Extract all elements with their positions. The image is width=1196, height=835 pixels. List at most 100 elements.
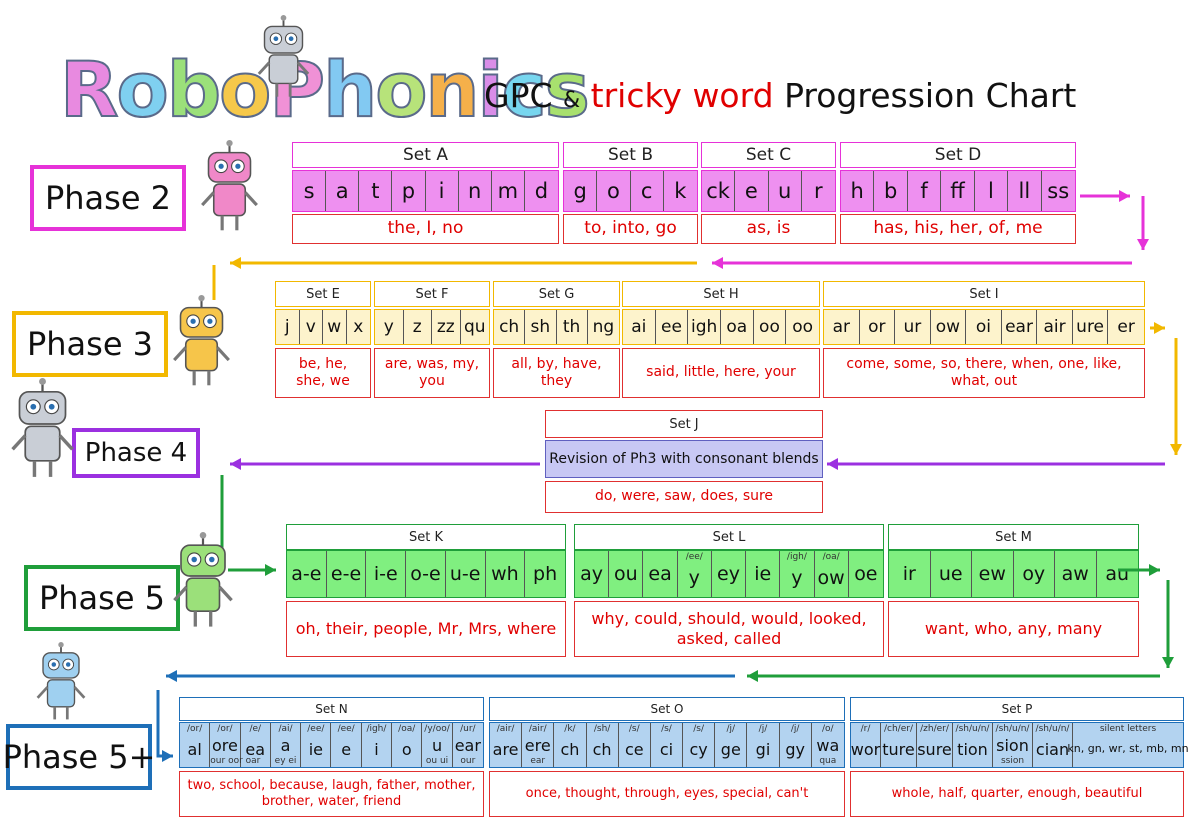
phase3-tricky-words: all, by, have, they [493, 348, 620, 398]
grapheme-sound: /sh/ [593, 724, 611, 734]
phase3-tricky-words: be, he, she, we [275, 348, 371, 398]
phase2-set-header: Set B [563, 142, 698, 168]
grapheme-letters: i [374, 739, 379, 759]
grapheme-letters: ar [832, 317, 850, 337]
grapheme-letters: ie [754, 563, 772, 585]
phase3-grapheme: v [300, 310, 323, 344]
grapheme-letters: r [814, 179, 823, 203]
phase2-grapheme: n [459, 171, 492, 211]
grapheme-letters: ea [648, 563, 672, 585]
grapheme-sound: /igh/ [786, 552, 807, 562]
phase-label-2: Phase 3 [12, 311, 168, 377]
grapheme-letters: ph [533, 563, 558, 585]
silent-letters-list: kn, gn, wr, st, mb, mn [1067, 742, 1189, 756]
grapheme-sound: /sh/u/n/ [955, 724, 990, 734]
robot-green [173, 532, 233, 627]
phase2-tricky-words: as, is [701, 214, 836, 244]
phase3-grapheme: oo [754, 310, 787, 344]
grapheme-letters: sion [996, 735, 1029, 755]
phase3-grapheme-row: ch sh th ng [493, 309, 620, 345]
grapheme-sound: /s/ [661, 724, 672, 734]
phase2-grapheme: ll [1008, 171, 1042, 211]
logo-letter: R [59, 44, 119, 135]
grapheme-letters: air [1043, 317, 1066, 337]
phase3-tricky-words: are, was, my, you [374, 348, 490, 398]
phase5plus-grapheme: /ur/ear our [453, 723, 483, 767]
phase5-grapheme: /igh/y [780, 551, 815, 597]
phase5-tricky-words: oh, their, people, Mr, Mrs, where [286, 601, 566, 657]
phase3-arrow-right-head [1154, 322, 1165, 334]
grapheme-letters: are [492, 739, 519, 759]
grapheme-sound: /ur/ [460, 724, 476, 734]
phase2-grapheme: m [492, 171, 525, 211]
phase5-arrow-left-head [747, 670, 758, 682]
phase2-grapheme: t [359, 171, 393, 211]
phase5plus-set-header: Set N [179, 697, 484, 721]
phase3-set-header: Set G [493, 281, 620, 307]
phase2-set-header: Set D [840, 142, 1076, 168]
phase5plus-grapheme: /zh/er/sure [917, 723, 953, 767]
grapheme-letters: o [606, 179, 620, 203]
phase3-grapheme: j [276, 310, 300, 344]
phase2-grapheme: d [525, 171, 558, 211]
phase5-grapheme: ew [972, 551, 1014, 597]
phase5-tricky-words: want, who, any, many [888, 601, 1139, 657]
grapheme-letters: y [688, 567, 700, 589]
phase5plus-grapheme: /ai/a ey ei [271, 723, 302, 767]
grapheme-sound: /ee/ [337, 724, 355, 734]
phase3-grapheme: ur [895, 310, 931, 344]
grapheme-letters: wor [850, 739, 881, 759]
grapheme-letters: ci [659, 739, 674, 759]
grapheme-letters: oe [854, 563, 878, 585]
phase2-grapheme: h [841, 171, 875, 211]
grapheme-sound: silent letters [1099, 724, 1157, 734]
grapheme-letters: v [305, 317, 316, 337]
phase4-revision-box: Revision of Ph3 with consonant blends [545, 440, 823, 478]
phase5plus-grapheme: /sh/u/n/cian [1033, 723, 1073, 767]
grapheme-sound: /s/ [693, 724, 704, 734]
phase5plus-grapheme: /air/are [490, 723, 523, 767]
phase5plus-arrow-left-head [166, 670, 177, 682]
logo-letter: i [477, 44, 505, 135]
grapheme-sound: /j/ [726, 724, 736, 734]
title-gpc: GPC [484, 76, 553, 115]
grapheme-letters: cian [1035, 739, 1070, 759]
phase5plus-set-header: Set P [850, 697, 1184, 721]
grapheme-letters: a [280, 735, 291, 755]
grapheme-letters: ture [882, 739, 915, 759]
phase3-arrow-down-right-head [1170, 444, 1182, 455]
grapheme-sound: /ch/er/ [884, 724, 913, 734]
phase5plus-grapheme: /air/ere ear [522, 723, 555, 767]
grapheme-letters: y [791, 567, 803, 589]
grapheme-letters: m [497, 179, 519, 203]
grapheme-letters: wa [816, 735, 840, 755]
grapheme-sound: /j/ [790, 724, 800, 734]
robot-yellow [173, 295, 230, 386]
phase5plus-grapheme: /k/ch [554, 723, 587, 767]
grapheme-letters: a-e [291, 563, 322, 585]
phase5plus-grapheme: /ee/ie [301, 723, 332, 767]
phase5-grapheme: /oa/ow [815, 551, 849, 597]
grapheme-letters: f [920, 179, 928, 203]
grapheme-sound: /or/ [217, 724, 233, 734]
phase5-grapheme: ph [525, 551, 565, 597]
grapheme-sound: /oa/ [822, 552, 840, 562]
phase5plus-grapheme: /ch/er/ture [881, 723, 917, 767]
phase2-grapheme: f [908, 171, 942, 211]
grapheme-sound: /air/ [496, 724, 515, 734]
phase5-arrow-right-head [1149, 564, 1160, 576]
phase2-grapheme: b [874, 171, 908, 211]
phase3-grapheme: oi [966, 310, 1002, 344]
logo-letter: o [218, 44, 272, 135]
logo-letter: o [116, 44, 170, 135]
phase3-grapheme: or [860, 310, 896, 344]
phase2-grapheme: u [769, 171, 802, 211]
phase5plus-grapheme: /y/oo/u ou ui [422, 723, 453, 767]
phase5-grapheme: a-e [287, 551, 327, 597]
grapheme-letters: p [401, 179, 416, 203]
grapheme-sound: /ee/ [307, 724, 325, 734]
phase3-grapheme: er [1108, 310, 1144, 344]
